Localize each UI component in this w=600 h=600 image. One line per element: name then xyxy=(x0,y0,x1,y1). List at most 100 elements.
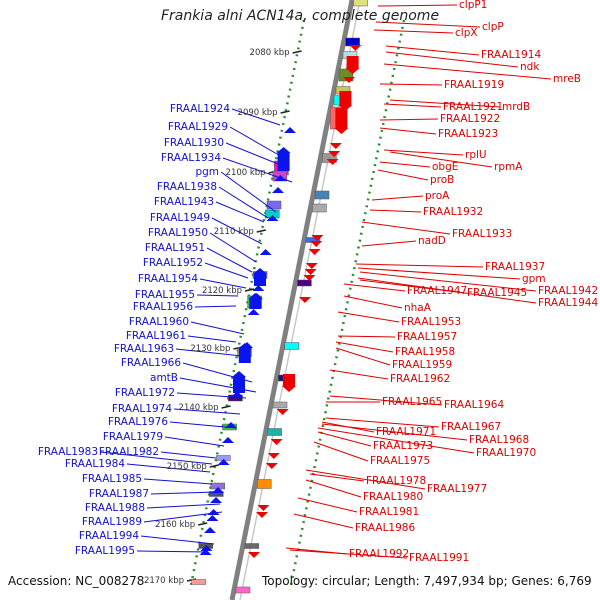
right-gene-label: FRAAL1945 xyxy=(467,287,527,299)
gene-arrow-up xyxy=(266,215,279,221)
left-gene-label: FRAAL1974 xyxy=(112,403,172,415)
right-gene-label: FRAAL1937 xyxy=(485,261,545,273)
gene-arrow-down xyxy=(303,275,316,281)
right-gene-label: FRAAL1977 xyxy=(427,483,487,495)
right-gene-label: FRAAL1947 xyxy=(407,285,467,297)
scale-label: 2120 kbp xyxy=(202,286,242,296)
right-label-leader xyxy=(359,271,537,292)
right-label-leaders xyxy=(285,4,552,559)
left-label-leader xyxy=(190,321,245,335)
left-label-leader xyxy=(175,348,243,357)
gene-arrow-down xyxy=(349,45,362,51)
gene-arrow-up xyxy=(222,437,234,443)
right-gene-label: ndk xyxy=(520,61,540,73)
right-gene-label: FRAAL1932 xyxy=(423,206,483,218)
right-gene-label: nhaA xyxy=(404,302,432,314)
scale-tick xyxy=(221,405,231,409)
gene-block xyxy=(277,153,290,171)
right-gene-label: mrdB xyxy=(502,101,530,113)
right-label-leader xyxy=(383,103,442,108)
right-label-leader xyxy=(289,549,408,559)
gene-arrow-up xyxy=(204,527,216,533)
gene-arrow-down xyxy=(304,269,317,275)
gene-arrow-down xyxy=(308,249,321,255)
left-label-leader xyxy=(140,535,215,545)
right-label-leader xyxy=(343,283,406,292)
gene-block xyxy=(339,91,352,105)
right-label-leader xyxy=(335,347,391,366)
right-gene-label: FRAAL1962 xyxy=(390,373,450,385)
right-gene-label: rpmA xyxy=(494,161,523,173)
right-label-leader xyxy=(293,513,354,529)
right-gene-label: FRAAL1914 xyxy=(481,49,541,61)
left-gene-label: FRAAL1956 xyxy=(133,301,193,313)
left-label-leader xyxy=(209,232,257,263)
gene-arrow-up xyxy=(200,545,213,551)
right-gene-label: clpP1 xyxy=(459,0,487,11)
cog-box-right xyxy=(312,203,327,213)
gene-block xyxy=(346,56,359,68)
left-gene-label: FRAAL1960 xyxy=(129,316,189,328)
scale-labels: 2080 kbp 2090 kbp 2100 kbp 2110 kbp 2120 kbp… xyxy=(144,48,290,586)
right-label-leader xyxy=(371,195,424,201)
left-gene-label: FRAAL1949 xyxy=(150,212,210,224)
right-gene-label: FRAAL1992 xyxy=(349,548,409,560)
gene-arrow-up xyxy=(284,127,296,133)
gene-arrow-up xyxy=(259,249,272,255)
map-title: Frankia alni ACN14a, complete genome xyxy=(160,8,440,24)
gene-arrow-down xyxy=(310,241,323,247)
right-gene-label: proA xyxy=(425,190,450,202)
left-label-leader xyxy=(143,478,213,485)
right-gene-label: gpm xyxy=(522,273,546,285)
right-label-leader xyxy=(313,441,369,462)
cog-box-right xyxy=(235,586,251,594)
right-label-leader xyxy=(379,83,443,86)
right-label-leader xyxy=(305,479,362,498)
left-gene-label: FRAAL1972 xyxy=(115,387,175,399)
cog-box-right xyxy=(267,428,282,436)
left-label-leader xyxy=(215,201,265,223)
right-gene-label: FRAAL1965 xyxy=(382,396,442,408)
left-label-leader xyxy=(126,463,211,473)
left-label-leader xyxy=(206,247,253,273)
gene-arrow-up xyxy=(253,268,267,274)
left-label-leader xyxy=(199,278,247,289)
scale-tick xyxy=(280,110,290,114)
right-label-leader xyxy=(389,99,501,108)
left-label-leader xyxy=(220,171,277,213)
gene-arrow-up xyxy=(225,422,237,428)
left-label-leaders xyxy=(99,108,293,553)
right-label-leader xyxy=(309,473,365,482)
gene-block xyxy=(335,108,348,128)
right-label-leader xyxy=(329,395,443,406)
scale-label: 2140 kbp xyxy=(179,403,219,413)
right-gene-label: FRAAL1919 xyxy=(444,79,504,91)
scale-label: 2110 kbp xyxy=(214,227,254,237)
left-gene-label: FRAAL1966 xyxy=(121,357,181,369)
right-label-leader xyxy=(379,127,437,135)
cog-box-right xyxy=(353,0,368,7)
right-label-leader xyxy=(361,221,451,235)
gene-arrow-down xyxy=(276,409,289,415)
left-label-leader xyxy=(218,186,269,219)
left-gene-label: amtB xyxy=(150,372,178,384)
gene-block xyxy=(249,299,262,309)
right-label-leader xyxy=(329,369,389,380)
scale-tick xyxy=(209,464,219,468)
right-gene-label: FRAAL1973 xyxy=(373,440,433,452)
right-label-leader xyxy=(379,161,431,168)
topology-label: Topology: circular; Length: 7,497,934 bp… xyxy=(262,574,592,588)
right-label-leader xyxy=(317,431,372,447)
left-label-leader xyxy=(204,262,249,279)
right-gene-label: FRAAL1933 xyxy=(452,228,512,240)
left-label-leader xyxy=(173,408,241,415)
right-gene-label: clpX xyxy=(455,27,478,39)
right-gene-label: FRAAL1921 xyxy=(443,101,503,113)
right-gene-label: FRAAL1964 xyxy=(444,399,504,411)
right-gene-label: proB xyxy=(430,174,454,186)
right-gene-label: nadD xyxy=(418,235,446,247)
gene-block xyxy=(233,377,245,393)
gene-arrow-up xyxy=(248,293,263,299)
right-gene-label: clpP xyxy=(482,21,504,33)
